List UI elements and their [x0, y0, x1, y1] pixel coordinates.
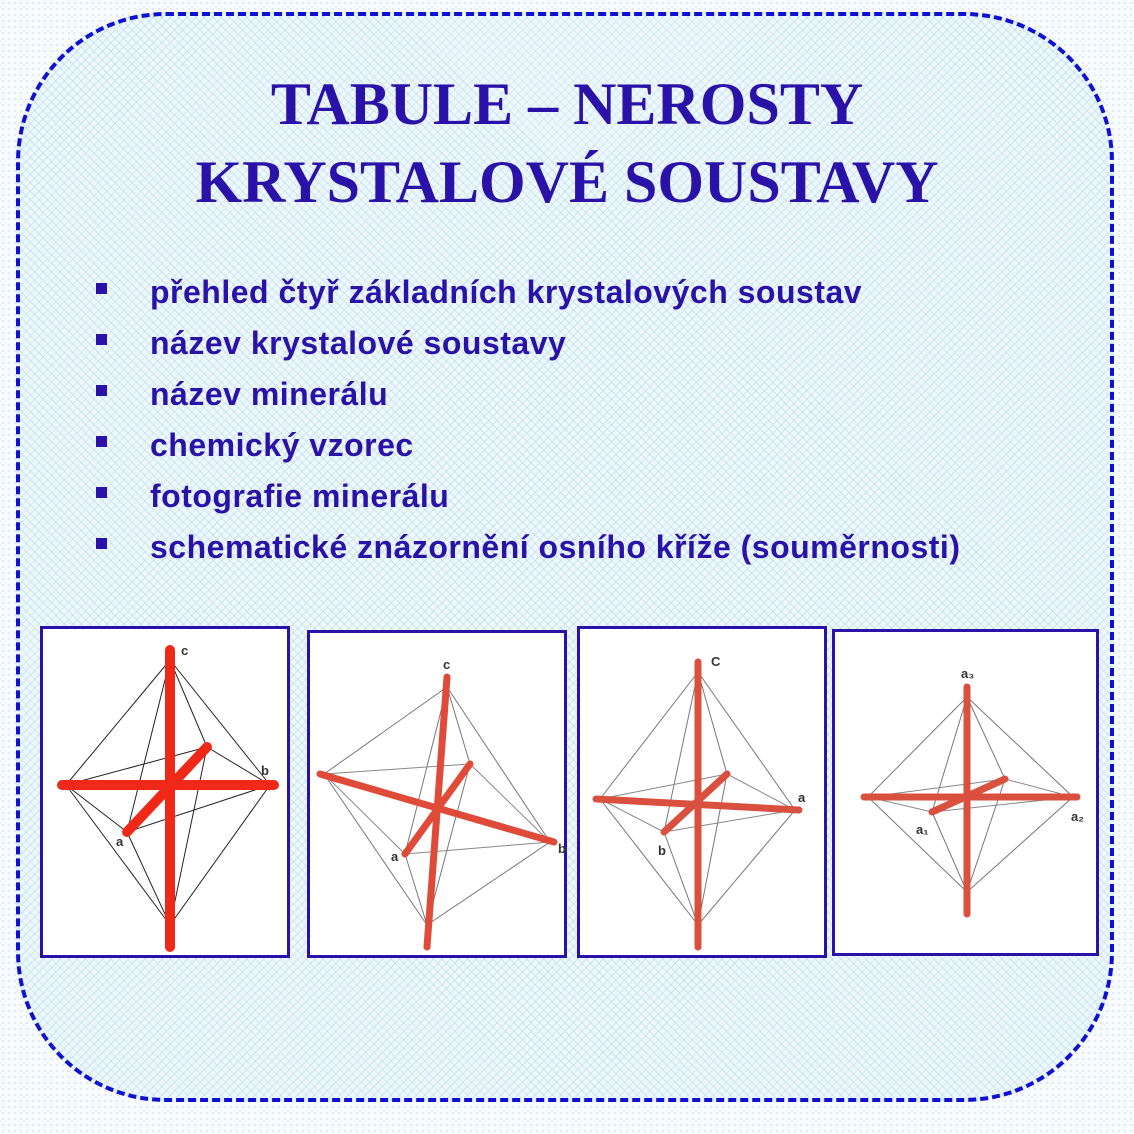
edge-line — [446, 686, 551, 843]
edge-line — [697, 773, 728, 926]
bullet-icon — [96, 436, 107, 447]
equator-line — [323, 763, 471, 775]
equator-line — [599, 798, 665, 833]
crystal-axis-diagram-3: C a b — [577, 626, 827, 958]
axis-label-vertical: C — [711, 654, 721, 669]
axis-label-horizontal: a₂ — [1071, 809, 1084, 824]
axis-label-diagonal: a — [391, 849, 399, 864]
edge-line — [426, 763, 471, 926]
edge-line — [966, 696, 1006, 780]
title-line-2: KRYSTALOVÉ SOUSTAVY — [195, 149, 939, 215]
edge-line — [126, 831, 171, 926]
axis-cross-svg: c b a — [316, 657, 566, 951]
equator-line — [126, 784, 271, 833]
equator-line — [65, 746, 208, 786]
edge-line — [663, 831, 699, 926]
bullet-item: fotografie minerálu — [150, 478, 450, 514]
axis-cross-svg: a₃ a₂ a₁ — [860, 666, 1084, 918]
crystal-axis-diagram-1: c b a — [40, 626, 290, 958]
equator-line — [206, 746, 271, 786]
edge-line — [446, 686, 471, 765]
edge-line — [404, 853, 428, 926]
equator-line — [323, 773, 406, 855]
bullet-icon — [96, 334, 107, 345]
bullet-icon — [96, 487, 107, 498]
edge-line — [169, 784, 271, 926]
axis-label-horizontal: a — [798, 790, 806, 805]
crystal-axis-diagram-2: c b a — [307, 630, 567, 958]
bullet-item: název krystalové soustavy — [150, 325, 567, 361]
axis-label-vertical: c — [181, 643, 188, 658]
title-line-1: TABULE – NEROSTY — [270, 71, 864, 137]
equator-line — [65, 784, 128, 833]
edge-line — [169, 746, 208, 926]
bullet-item: přehled čtyř základních krystalových sou… — [150, 274, 863, 310]
edge-line — [426, 841, 551, 926]
axis-cross-svg: c b a — [57, 643, 279, 952]
axis-label-diagonal: a — [116, 834, 124, 849]
edge-line — [323, 773, 428, 926]
edge-line — [931, 811, 968, 893]
edge-line — [697, 671, 728, 775]
crystal-axis-diagram-4: a₃ a₂ a₁ — [832, 629, 1099, 956]
axis-label-horizontal: b — [558, 841, 566, 856]
edge-line — [169, 659, 271, 786]
equator-line — [726, 773, 796, 811]
bullet-item: schematické znázornění osního kříže (sou… — [150, 529, 961, 565]
edge-line — [697, 809, 796, 926]
edge-line — [697, 671, 796, 811]
edge-line — [599, 798, 699, 926]
edge-line — [169, 659, 208, 748]
edge-line — [931, 696, 968, 813]
edge-line — [65, 659, 171, 786]
edge-line — [867, 796, 968, 893]
axis-label-vertical: c — [443, 657, 450, 672]
axis-label-horizontal: b — [261, 763, 269, 778]
equator-line — [469, 763, 551, 843]
bullet-icon — [96, 283, 107, 294]
bullet-icon — [96, 538, 107, 549]
edge-line — [966, 796, 1074, 893]
edge-line — [599, 671, 699, 800]
equator-line — [599, 773, 728, 800]
axis-label-diagonal: b — [658, 843, 666, 858]
bullet-icon — [96, 385, 107, 396]
edge-line — [966, 696, 1074, 798]
vertical-axis-rod — [423, 673, 451, 951]
edge-line — [323, 686, 448, 775]
equator-line — [404, 841, 551, 855]
bullet-item: chemický vzorec — [150, 427, 414, 463]
axis-label-diagonal: a₁ — [916, 822, 929, 837]
equator-line — [663, 809, 796, 833]
edge-line — [126, 659, 171, 833]
bullet-item: název minerálu — [150, 376, 389, 412]
edge-line — [65, 784, 171, 926]
edge-line — [867, 696, 968, 798]
axis-label-vertical: a₃ — [961, 666, 974, 681]
edge-line — [404, 686, 448, 855]
axis-cross-svg: C a b — [592, 654, 806, 951]
